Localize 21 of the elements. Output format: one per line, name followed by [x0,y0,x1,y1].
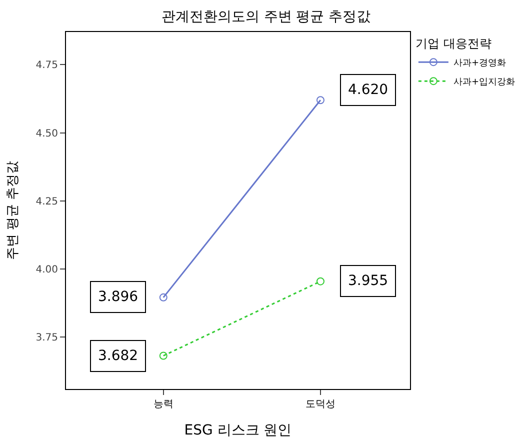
point [316,277,324,286]
point [159,293,168,302]
y-tick-label: 4.00 [36,264,58,276]
data-label: 3.955 [348,273,388,289]
x-tick-label: 능력 [153,399,174,410]
y-axis-title: 주변 평균 추정값 [6,160,21,260]
legend-title: 기업 대응전략 [415,36,492,51]
legend-label: 사과+경영화 [453,58,506,69]
y-tick-label: 3.75 [36,332,58,344]
y-tick-label: 4.75 [36,60,58,72]
y-tick-label: 4.50 [36,128,58,140]
y-tick-label: 4.25 [36,196,58,208]
legend-label: 사과+입지강화 [453,78,515,88]
chart-title: 관계전환의도의 주변 평균 추정값 [161,8,371,25]
data-label: 3.682 [98,348,138,364]
data-label: 3.896 [98,289,138,305]
point [316,96,324,104]
x-axis-title: ESG 리스크 원인 [184,422,292,438]
point [159,352,168,360]
x-tick-label: 도덕성 [305,399,336,410]
data-label: 4.620 [348,82,388,98]
